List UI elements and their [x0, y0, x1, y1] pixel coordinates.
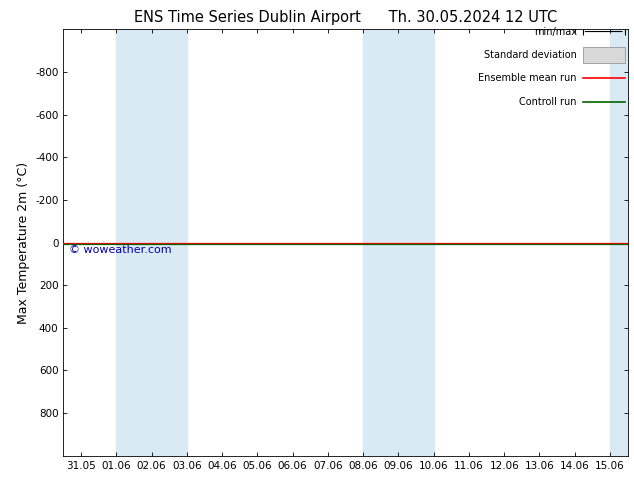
Text: min/max: min/max — [534, 26, 577, 37]
Bar — [583, 47, 625, 63]
Bar — [610, 29, 628, 456]
Bar — [363, 29, 434, 456]
Text: Controll run: Controll run — [519, 97, 577, 107]
Text: Standard deviation: Standard deviation — [484, 50, 577, 60]
Bar — [116, 29, 187, 456]
Y-axis label: Max Temperature 2m (°C): Max Temperature 2m (°C) — [16, 162, 30, 323]
Text: © woweather.com: © woweather.com — [69, 245, 172, 255]
Title: ENS Time Series Dublin Airport      Th. 30.05.2024 12 UTC: ENS Time Series Dublin Airport Th. 30.05… — [134, 10, 557, 25]
Text: Ensemble mean run: Ensemble mean run — [479, 74, 577, 83]
